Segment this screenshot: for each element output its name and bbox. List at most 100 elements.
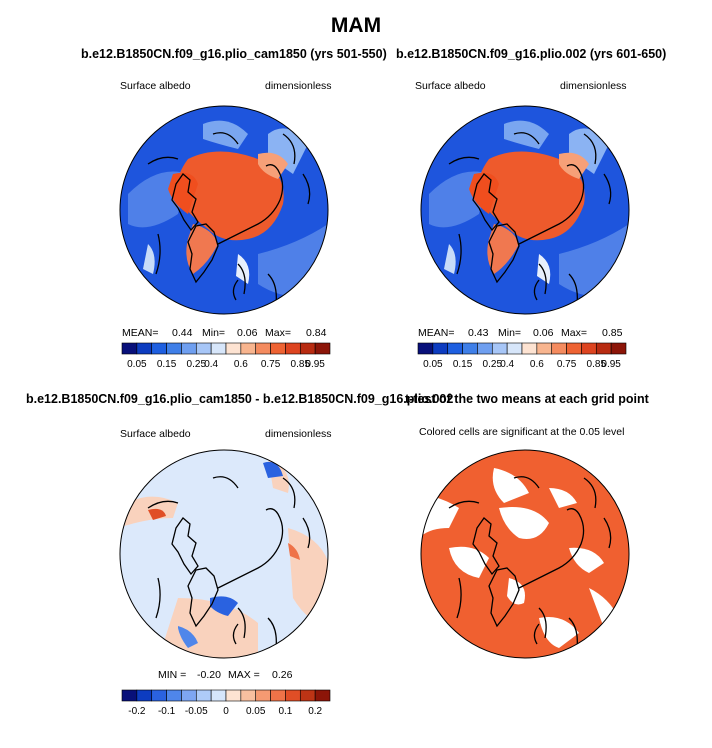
coastline xyxy=(472,173,500,232)
coastline xyxy=(518,164,585,245)
not-significant-region xyxy=(569,547,604,573)
panel1-colorbar: 0.05 0.15 0.250.4 0.6 0.75 0.850.95 xyxy=(121,342,331,370)
panel4-subtitle: Colored cells are significant at the 0.0… xyxy=(419,426,625,438)
colorbar-tick-label: 0.05 xyxy=(127,359,147,370)
coastline xyxy=(518,508,585,589)
coastline xyxy=(448,500,578,649)
colorbar-box xyxy=(166,342,182,355)
coastlines xyxy=(448,476,612,649)
colorbar-box xyxy=(299,689,316,702)
colorbar-box xyxy=(462,342,478,355)
colorbar-tick-label: 0.85 xyxy=(587,359,607,370)
panel4-title: t-test of the two means at each grid poi… xyxy=(405,392,649,406)
map-field xyxy=(421,106,629,314)
panel2-mean-label: MEAN= xyxy=(418,327,455,339)
colorbar-box xyxy=(610,342,627,355)
panel3-title: b.e12.B1850CN.f09_g16.plio_cam1850 - b.e… xyxy=(26,392,454,406)
colorbar-box xyxy=(121,689,138,702)
colorbar-tick-label: 0.05 xyxy=(423,359,443,370)
positive-change-region xyxy=(288,543,300,560)
colorbar-box xyxy=(225,689,242,702)
ocean-region xyxy=(236,254,250,284)
ocean-region xyxy=(537,254,551,284)
figure-title: MAM xyxy=(330,14,382,37)
colorbar-box xyxy=(195,342,212,355)
panel3-min-value: -0.20 xyxy=(197,669,221,681)
panel3-min-label: MIN = xyxy=(158,669,187,681)
colorbar-tick-label: 0.25 xyxy=(187,359,207,370)
colorbar-box xyxy=(151,689,167,702)
coastline xyxy=(513,476,612,549)
coastline xyxy=(533,279,540,301)
colorbar-box xyxy=(417,342,434,355)
greenland-region xyxy=(487,224,519,274)
sea-ice-region xyxy=(176,151,284,241)
colorbar-tick-label: 0.75 xyxy=(557,359,577,370)
coastline xyxy=(147,500,277,649)
map-field xyxy=(120,106,328,314)
panel1-mean-label: MEAN= xyxy=(122,327,159,339)
colorbar-tick-label: 0.6 xyxy=(234,359,248,370)
greenland-region xyxy=(186,224,218,274)
panel3-right-label: dimensionless xyxy=(265,428,332,440)
coastline xyxy=(232,623,239,645)
colorbar-tick-label: 0.2 xyxy=(308,706,322,717)
colorbar-box xyxy=(181,342,197,355)
panel2-map xyxy=(420,105,630,315)
panel3-max-label: MAX = xyxy=(228,669,260,681)
negative-change-region xyxy=(263,461,283,478)
panel1-title: b.e12.B1850CN.f09_g16.plio_cam1850 (yrs … xyxy=(81,47,387,61)
colorbar-box xyxy=(255,689,271,702)
panel1-max-value: 0.84 xyxy=(306,327,327,339)
coastline xyxy=(232,279,239,301)
colorbar-tick-label: 0.95 xyxy=(305,359,325,370)
panel3-max-value: 0.26 xyxy=(272,669,293,681)
map-boundary xyxy=(119,105,329,315)
sea-ice-region xyxy=(469,172,499,214)
panel3-left-label: Surface albedo xyxy=(120,428,191,440)
colorbar-box xyxy=(270,342,286,355)
panel1-min-label: Min= xyxy=(202,327,226,339)
panel2-title: b.e12.B1850CN.f09_g16.plio.002 (yrs 601-… xyxy=(396,47,667,61)
colorbar-tick-label: 0.05 xyxy=(246,706,266,717)
colorbar-box xyxy=(447,342,463,355)
not-significant-region xyxy=(499,507,549,539)
panel2-min-label: Min= xyxy=(498,327,522,339)
colorbar-box xyxy=(285,342,301,355)
coastline xyxy=(448,156,578,305)
not-significant-region xyxy=(507,578,525,605)
colorbar-box xyxy=(551,342,567,355)
coastline xyxy=(217,164,284,245)
colorbar-tick-label: 0.95 xyxy=(601,359,621,370)
map-field xyxy=(421,450,629,658)
coastline xyxy=(171,517,199,576)
colorbar-tick-label: -0.2 xyxy=(128,706,146,717)
sea-ice-region xyxy=(477,151,585,241)
panel4-map xyxy=(420,449,630,659)
colorbar-tick-label: 0.15 xyxy=(157,359,177,370)
colorbar-box xyxy=(491,342,508,355)
negative-change-region xyxy=(178,626,198,648)
coastlines xyxy=(147,132,311,305)
colorbar-box xyxy=(210,342,227,355)
colorbar-box xyxy=(536,342,553,355)
colorbar-box xyxy=(285,689,301,702)
colorbar-box xyxy=(595,342,612,355)
sea-ice-region xyxy=(168,172,198,214)
colorbar-box xyxy=(166,689,182,702)
coastlines xyxy=(147,476,311,649)
colorbar-tick-label: -0.05 xyxy=(185,706,208,717)
positive-change-region xyxy=(158,598,258,658)
colorbar-tick-label: 0.4 xyxy=(500,359,514,370)
coastline xyxy=(187,567,219,628)
panel2-colorbar: 0.05 0.15 0.250.4 0.6 0.75 0.850.95 xyxy=(417,342,627,370)
panel2-mean-value: 0.43 xyxy=(468,327,489,339)
coastline xyxy=(187,223,219,284)
colorbar-tick-label: 0.4 xyxy=(204,359,218,370)
panel2-min-value: 0.06 xyxy=(533,327,554,339)
colorbar-tick-label: 0.25 xyxy=(483,359,503,370)
coastline xyxy=(212,476,311,549)
colorbar-box xyxy=(240,342,257,355)
colorbar-tick-label: 0.85 xyxy=(291,359,311,370)
ocean-region xyxy=(143,244,155,274)
